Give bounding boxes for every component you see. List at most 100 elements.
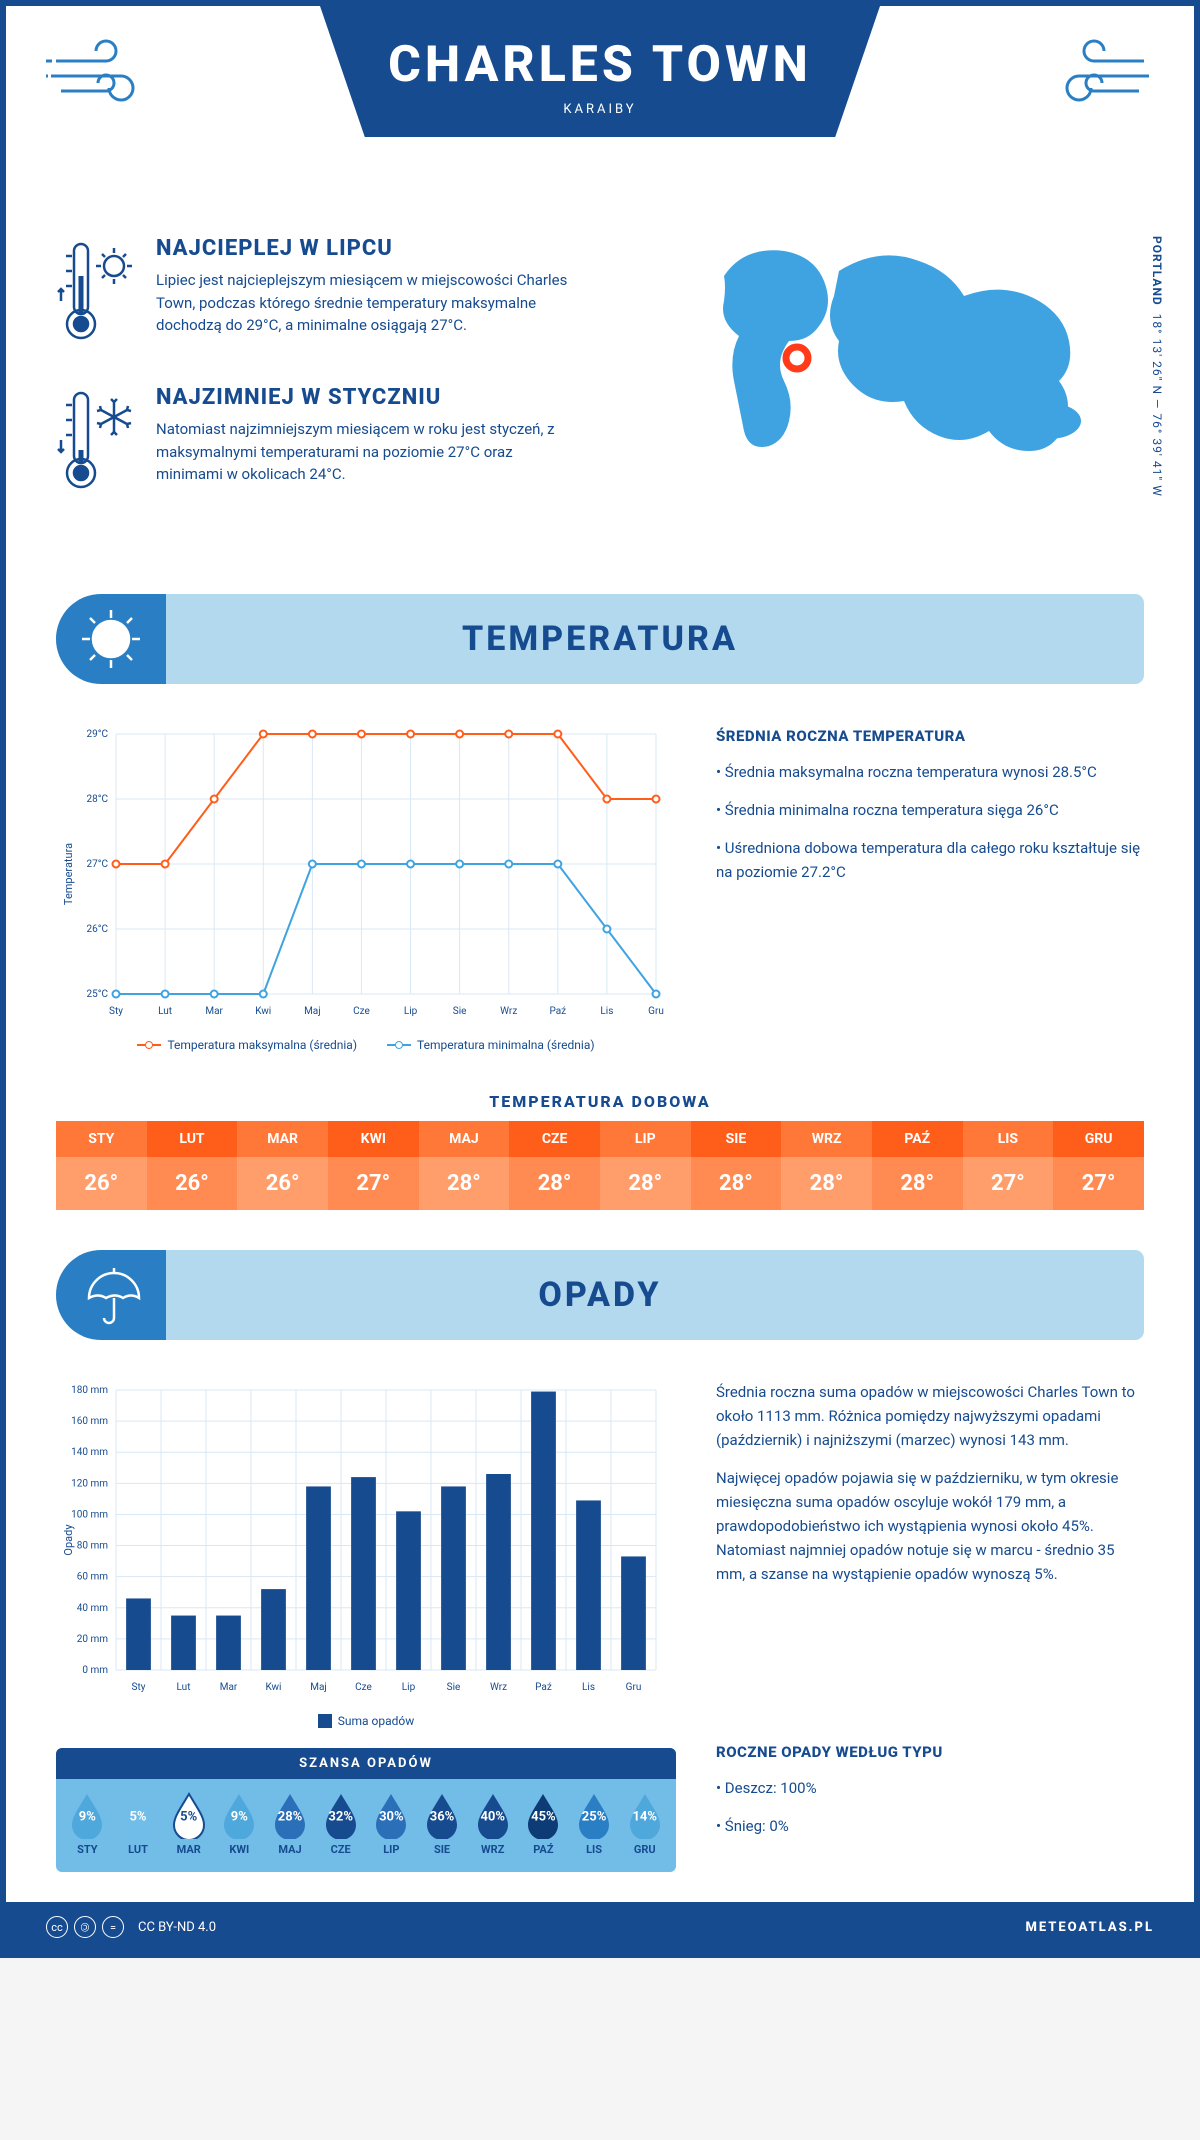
world-map-icon — [694, 236, 1114, 466]
svg-text:Mar: Mar — [220, 1682, 238, 1693]
svg-text:Maj: Maj — [310, 1682, 327, 1693]
svg-text:80 mm: 80 mm — [77, 1541, 108, 1552]
svg-text:Wrz: Wrz — [490, 1682, 507, 1693]
fact-hot-text: Lipiec jest najcieplejszym miesiącem w m… — [156, 269, 576, 337]
raindrop-icon: 28% — [271, 1791, 309, 1839]
chart-legend: Temperatura maksymalna (średnia)Temperat… — [56, 1038, 676, 1052]
sun-icon — [56, 594, 166, 684]
thermometer-sun-icon — [56, 236, 136, 350]
page-title: CHARLES TOWN — [320, 36, 880, 94]
site-name: METEOATLAS.PL — [1025, 1920, 1154, 1935]
svg-text:Sie: Sie — [453, 1006, 467, 1017]
svg-text:Mar: Mar — [205, 1006, 223, 1017]
rain-chance-item: 9% KWI — [214, 1791, 265, 1856]
rain-chance-item: 45% PAŹ — [518, 1791, 569, 1856]
svg-text:Kwi: Kwi — [266, 1682, 282, 1693]
raindrop-icon: 5% — [119, 1791, 157, 1839]
svg-text:120 mm: 120 mm — [71, 1478, 108, 1489]
umbrella-icon — [56, 1250, 166, 1340]
wind-icon — [46, 36, 166, 120]
temp-text-title: ŚREDNIA ROCZNA TEMPERATURA — [716, 724, 1144, 748]
svg-text:60 mm: 60 mm — [77, 1572, 108, 1583]
fact-cold: NAJZIMNIEJ W STYCZNIU Natomiast najzimni… — [56, 385, 654, 499]
precip-text: Średnia roczna suma opadów w miejscowośc… — [716, 1380, 1144, 1452]
svg-text:180 mm: 180 mm — [71, 1385, 108, 1396]
rain-chance-item: 5% MAR — [163, 1791, 214, 1856]
precip-text: Najwięcej opadów pojawia się w październ… — [716, 1466, 1144, 1586]
rain-chance-item: 14% GRU — [619, 1791, 670, 1856]
svg-text:Maj: Maj — [304, 1006, 321, 1017]
section-temperature: TEMPERATURA — [56, 594, 1144, 684]
thermometer-snow-icon — [56, 385, 136, 499]
fact-hot: NAJCIEPLEJ W LIPCU Lipiec jest najcieple… — [56, 236, 654, 350]
daily-temp-title: TEMPERATURA DOBOWA — [6, 1092, 1194, 1111]
svg-text:100 mm: 100 mm — [71, 1509, 108, 1520]
svg-text:Wrz: Wrz — [500, 1006, 517, 1017]
coordinates: PORTLAND 18° 13' 26" N — 76° 39' 41" W — [1150, 236, 1164, 497]
svg-text:Sty: Sty — [132, 1682, 146, 1693]
header: CHARLES TOWN KARAIBY — [6, 6, 1194, 206]
raindrop-icon: 25% — [575, 1791, 613, 1839]
svg-text:Gru: Gru — [626, 1682, 642, 1693]
svg-text:Cze: Cze — [355, 1682, 372, 1693]
rain-chance-item: 32% CZE — [315, 1791, 366, 1856]
precip-type-title: ROCZNE OPADY WEDŁUG TYPU — [716, 1740, 1144, 1764]
raindrop-icon: 9% — [220, 1791, 258, 1839]
cc-icons: cc🄯= — [46, 1916, 124, 1938]
rain-chance-item: 28% MAJ — [265, 1791, 316, 1856]
svg-text:0 mm: 0 mm — [82, 1665, 108, 1676]
precip-type-bullet: • Deszcz: 100% — [716, 1776, 1144, 1800]
svg-text:Temperatura: Temperatura — [62, 843, 75, 905]
raindrop-icon: 40% — [474, 1791, 512, 1839]
daily-temp-table: STYLUTMARKWIMAJCZELIPSIEWRZPAŹLISGRU26°2… — [56, 1121, 1144, 1210]
rain-chance-block: SZANSA OPADÓW 9% STY 5% LUT 5% MAR 9% — [56, 1748, 676, 1872]
svg-text:Paź: Paź — [549, 1006, 566, 1017]
svg-text:Lip: Lip — [402, 1682, 416, 1693]
title-banner: CHARLES TOWN KARAIBY — [320, 6, 880, 137]
temp-bullet: • Średnia maksymalna roczna temperatura … — [716, 760, 1144, 784]
fact-cold-text: Natomiast najzimniejszym miesiącem w rok… — [156, 418, 576, 486]
svg-text:27°C: 27°C — [87, 859, 109, 870]
raindrop-icon: 5% — [170, 1791, 208, 1839]
temp-bullet: • Uśredniona dobowa temperatura dla całe… — [716, 836, 1144, 884]
precip-type-bullet: • Śnieg: 0% — [716, 1814, 1144, 1838]
svg-text:Lut: Lut — [158, 1006, 172, 1017]
raindrop-icon: 36% — [423, 1791, 461, 1839]
chart-legend: Suma opadów — [56, 1714, 676, 1728]
section-precipitation: OPADY — [56, 1250, 1144, 1340]
rain-chance-item: 25% LIS — [569, 1791, 620, 1856]
raindrop-icon: 9% — [68, 1791, 106, 1839]
svg-text:Lis: Lis — [600, 1006, 613, 1017]
temperature-line-chart: 25°C26°C27°C28°C29°CStyLutMarKwiMajCzeLi… — [56, 724, 676, 1024]
svg-text:Paź: Paź — [535, 1682, 552, 1693]
svg-text:Lis: Lis — [582, 1682, 595, 1693]
svg-text:Lut: Lut — [177, 1682, 191, 1693]
svg-text:Opady: Opady — [62, 1524, 75, 1556]
raindrop-icon: 30% — [372, 1791, 410, 1839]
svg-text:Sty: Sty — [109, 1006, 123, 1017]
raindrop-icon: 32% — [322, 1791, 360, 1839]
svg-text:Kwi: Kwi — [255, 1006, 271, 1017]
rain-chance-item: 5% LUT — [113, 1791, 164, 1856]
precipitation-bar-chart: 0 mm 20 mm 40 mm 60 mm 80 mm 100 mm 120 mm 140 … — [56, 1380, 676, 1700]
svg-text:29°C: 29°C — [87, 729, 109, 740]
page-subtitle: KARAIBY — [320, 102, 880, 117]
svg-text:20 mm: 20 mm — [77, 1634, 108, 1645]
footer: cc🄯= CC BY-ND 4.0 METEOATLAS.PL — [6, 1902, 1194, 1952]
svg-text:Sie: Sie — [447, 1682, 461, 1693]
svg-text:26°C: 26°C — [87, 924, 109, 935]
raindrop-icon: 45% — [524, 1791, 562, 1839]
svg-text:Lip: Lip — [404, 1006, 418, 1017]
fact-hot-title: NAJCIEPLEJ W LIPCU — [156, 236, 576, 261]
raindrop-icon: 14% — [626, 1791, 664, 1839]
svg-text:25°C: 25°C — [87, 989, 109, 1000]
svg-text:40 mm: 40 mm — [77, 1603, 108, 1614]
fact-cold-title: NAJZIMNIEJ W STYCZNIU — [156, 385, 576, 410]
license-text: CC BY-ND 4.0 — [138, 1920, 216, 1935]
svg-text:140 mm: 140 mm — [71, 1447, 108, 1458]
temp-bullet: • Średnia minimalna roczna temperatura s… — [716, 798, 1144, 822]
wind-icon — [1034, 36, 1154, 120]
rain-chance-item: 36% SIE — [417, 1791, 468, 1856]
svg-text:160 mm: 160 mm — [71, 1416, 108, 1427]
rain-chance-item: 40% WRZ — [467, 1791, 518, 1856]
